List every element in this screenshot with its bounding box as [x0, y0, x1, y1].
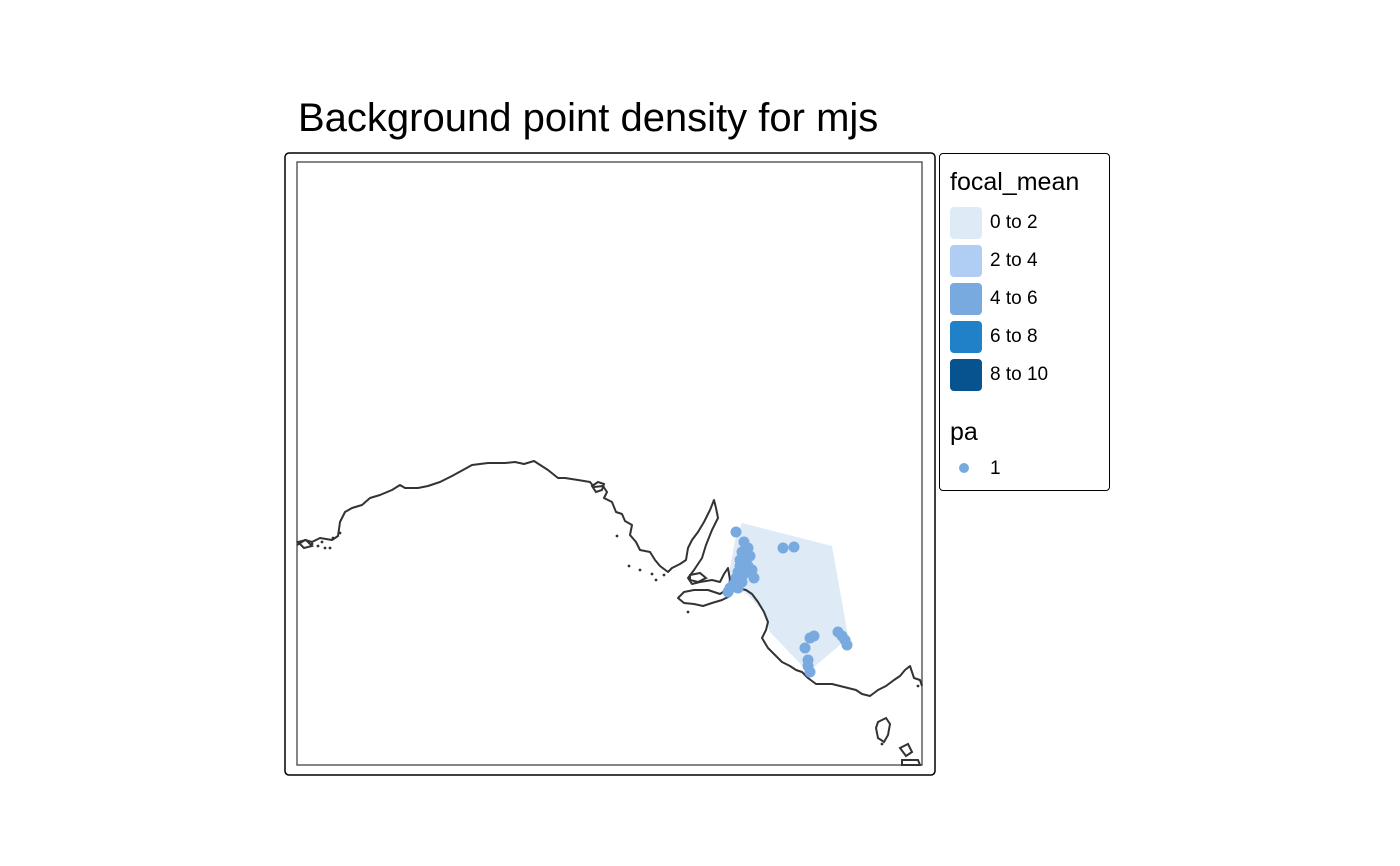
islet: [615, 534, 619, 538]
legend-item: 6 to 8: [950, 321, 1100, 353]
map-legend: focal_mean 0 to 2 2 to 4 4 to 6 6 to 8 8…: [939, 153, 1110, 491]
legend-swatch: [950, 321, 982, 353]
islet: [338, 531, 342, 535]
map-frame: [284, 152, 936, 776]
occurrence-point: [722, 586, 734, 598]
islet: [638, 568, 642, 572]
occurrence-point: [730, 526, 742, 538]
legend-item: 8 to 10: [950, 359, 1100, 391]
islet: [320, 540, 324, 544]
islet: [328, 546, 332, 550]
islet: [331, 536, 335, 540]
islet: [323, 546, 327, 550]
islet: [662, 573, 666, 577]
islet: [686, 610, 690, 614]
map-title: Background point density for mjs: [298, 96, 879, 140]
coastline-island: [296, 538, 314, 550]
islet: [316, 544, 320, 548]
legend-point-symbol: [959, 463, 969, 473]
occurrence-point: [777, 542, 789, 554]
legend-item: 0 to 2: [950, 207, 1100, 239]
islet: [627, 564, 631, 568]
coastline-island: [874, 716, 892, 744]
legend-swatch: [950, 245, 982, 277]
islet: [916, 684, 920, 688]
legend-label: 2 to 4: [990, 250, 1038, 271]
map-extent: [296, 161, 923, 766]
coastline-island: [689, 571, 708, 584]
legend-label: 1: [990, 458, 1001, 479]
legend-swatch: [950, 283, 982, 315]
occurrence-point: [799, 642, 811, 654]
occurrence-point: [788, 541, 800, 553]
occurrence-point: [841, 639, 853, 651]
islets: [310, 531, 920, 746]
legend-label: 8 to 10: [990, 364, 1049, 385]
coastline-island: [898, 742, 922, 766]
legend-label: 0 to 2: [990, 212, 1038, 233]
islet: [650, 572, 654, 576]
legend-item-pa: 1: [950, 456, 1100, 480]
islet: [310, 542, 314, 546]
occurrence-points: [722, 526, 853, 678]
legend-title-pa: pa: [950, 418, 978, 446]
occurrence-point: [804, 666, 816, 678]
legend-swatch: [950, 359, 982, 391]
occurrence-point: [732, 582, 744, 594]
legend-label: 4 to 6: [990, 288, 1038, 309]
legend-swatch: [950, 207, 982, 239]
legend-item: 2 to 4: [950, 245, 1100, 277]
islet: [880, 742, 884, 746]
occurrence-point: [748, 572, 760, 584]
legend-label: 6 to 8: [990, 326, 1038, 347]
occurrence-point: [734, 554, 746, 566]
coastline-island: [590, 480, 606, 494]
legend-item: 4 to 6: [950, 283, 1100, 315]
islet: [654, 578, 658, 582]
coastline: [296, 460, 923, 697]
occurrence-point: [808, 630, 820, 642]
legend-title-focal-mean: focal_mean: [950, 168, 1080, 196]
